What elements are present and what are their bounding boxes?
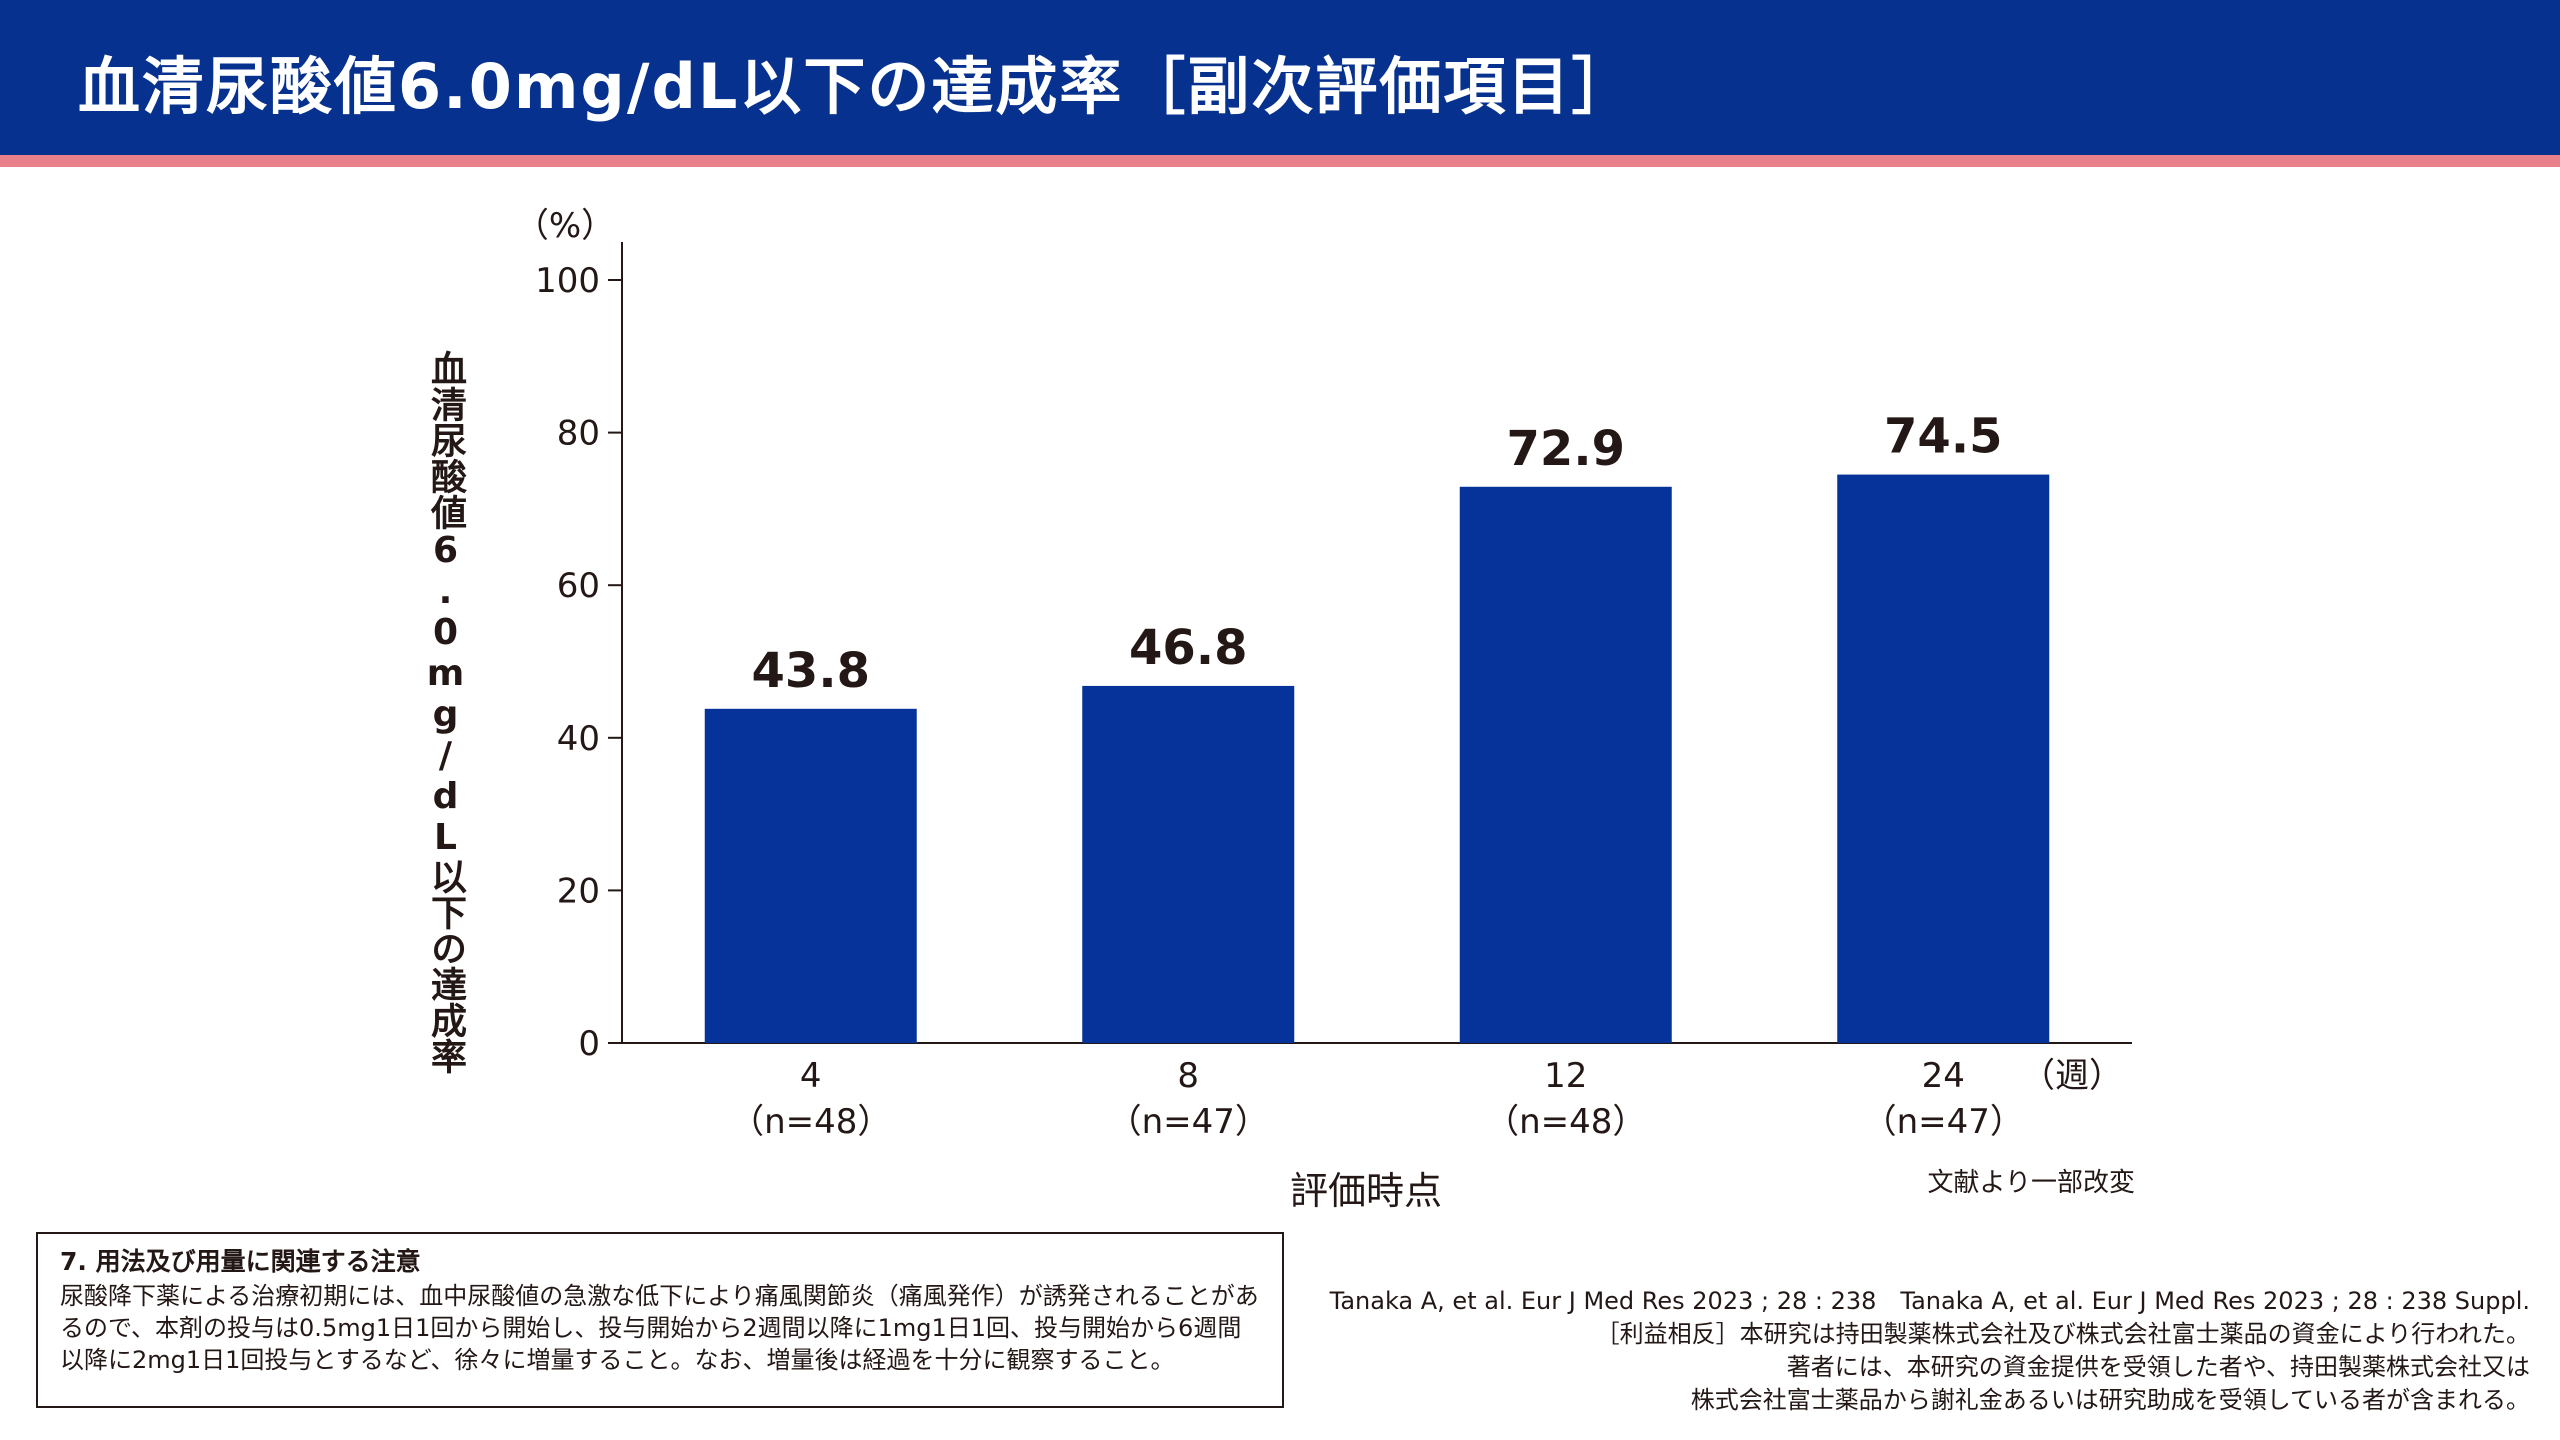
bar — [704, 708, 917, 1043]
x-tick-sublabel: （n=48） — [730, 1102, 891, 1142]
header-bar — [0, 0, 2560, 155]
x-tick-label: 24 — [1922, 1056, 1965, 1096]
references: Tanaka A, et al. Eur J Med Res 2023 ; 28… — [1330, 1285, 2530, 1417]
y-axis-label: 血清尿酸値6.0mg/dL以下の達成率 — [425, 350, 466, 1074]
x-tick-label: 8 — [1177, 1056, 1199, 1096]
conflict-of-interest-line: ［利益相反］本研究は持田製薬株式会社及び株式会社富士薬品の資金により行われた。 — [1595, 1320, 2530, 1348]
y-tick-label: 20 — [557, 871, 600, 911]
x-tick-sublabel: （n=47） — [1863, 1102, 2024, 1142]
x-axis-label: 評価時点 — [1290, 1169, 1443, 1213]
bar-value-label: 43.8 — [752, 643, 870, 699]
page-title: 血清尿酸値6.0mg/dL以下の達成率［副次評価項目］ — [78, 50, 1636, 123]
bar — [1459, 486, 1672, 1043]
x-tick-label: 4 — [800, 1056, 822, 1096]
bar — [1082, 685, 1295, 1043]
dosage-notice-box: 7. 用法及び用量に関連する注意 尿酸降下薬による治療初期には、血中尿酸値の急激… — [36, 1232, 1284, 1408]
x-tick-label: 12 — [1544, 1056, 1587, 1096]
bar-value-label: 74.5 — [1884, 409, 2002, 465]
y-tick-label: 80 — [557, 414, 600, 454]
y-tick-label: 0 — [578, 1024, 600, 1064]
y-tick-label: 100 — [535, 261, 600, 301]
bar — [1837, 474, 2050, 1043]
notice-heading: 7. 用法及び用量に関連する注意 — [60, 1247, 421, 1276]
y-tick-label: 40 — [557, 719, 600, 759]
x-axis-unit: （週） — [2021, 1056, 2123, 1096]
bar-value-label: 46.8 — [1129, 620, 1247, 676]
bar-value-label: 72.9 — [1507, 421, 1625, 477]
x-tick-sublabel: （n=48） — [1485, 1102, 1646, 1142]
conflict-of-interest-line: 著者には、本研究の資金提供を受領した者や、持田製薬株式会社又は — [1786, 1353, 2530, 1381]
y-axis-unit: （%） — [515, 206, 615, 246]
header-accent-stripe — [0, 155, 2560, 167]
notice-body: 尿酸降下薬による治療初期には、血中尿酸値の急激な低下により痛風関節炎（痛風発作）… — [60, 1282, 1259, 1374]
conflict-of-interest-line: 株式会社富士薬品から謝礼金あるいは研究助成を受領している者が含まれる。 — [1690, 1386, 2530, 1414]
source-note: 文献より一部改変 — [1927, 1168, 2135, 1198]
reference-line: Tanaka A, et al. Eur J Med Res 2023 ; 28… — [1329, 1287, 2530, 1315]
y-tick-label: 60 — [557, 566, 600, 606]
x-tick-sublabel: （n=47） — [1108, 1102, 1269, 1142]
